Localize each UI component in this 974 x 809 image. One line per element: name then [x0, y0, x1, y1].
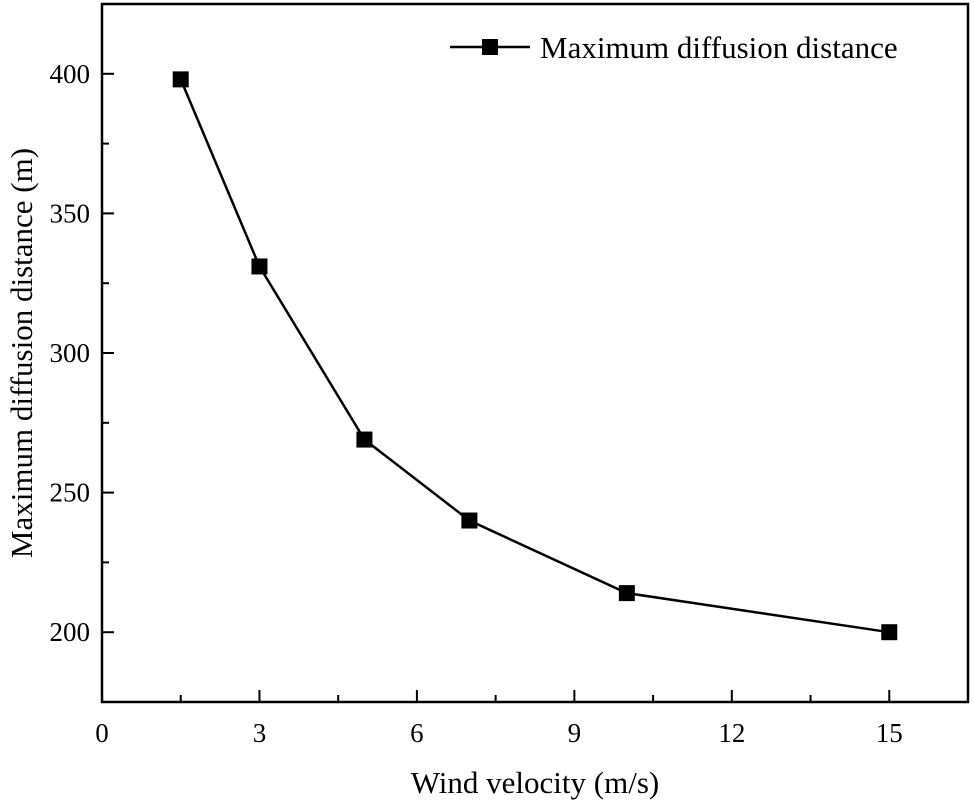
x-tick-label: 15: [876, 718, 903, 748]
y-tick-label: 200: [50, 617, 91, 647]
data-point: [251, 258, 268, 275]
data-point: [461, 512, 478, 529]
x-tick-label: 6: [410, 718, 424, 748]
data-point: [618, 585, 635, 602]
series-group: [172, 71, 898, 641]
x-tick-label: 0: [95, 718, 109, 748]
x-tick-label: 9: [568, 718, 582, 748]
series-line: [179, 78, 890, 634]
y-tick-label: 300: [50, 338, 91, 368]
x-tick-label: 12: [718, 718, 745, 748]
x-tick-label: 3: [253, 718, 267, 748]
y-axis-label: Maximum diffusion distance (m): [4, 148, 39, 558]
data-point: [172, 71, 189, 88]
data-point: [356, 431, 373, 448]
legend-marker: [482, 39, 498, 55]
plot-frame: [100, 2, 970, 704]
x-axis-label: Wind velocity (m/s): [411, 765, 659, 800]
data-point: [881, 624, 898, 641]
y-tick-label: 400: [50, 59, 91, 89]
axes: 0 3 6 9 12 15 200 250 300 350 400: [50, 2, 970, 748]
y-tick-label: 250: [50, 478, 91, 508]
legend: Maximum diffusion distance: [450, 30, 898, 65]
y-tick-label: 350: [50, 198, 91, 228]
legend-label: Maximum diffusion distance: [540, 30, 898, 65]
